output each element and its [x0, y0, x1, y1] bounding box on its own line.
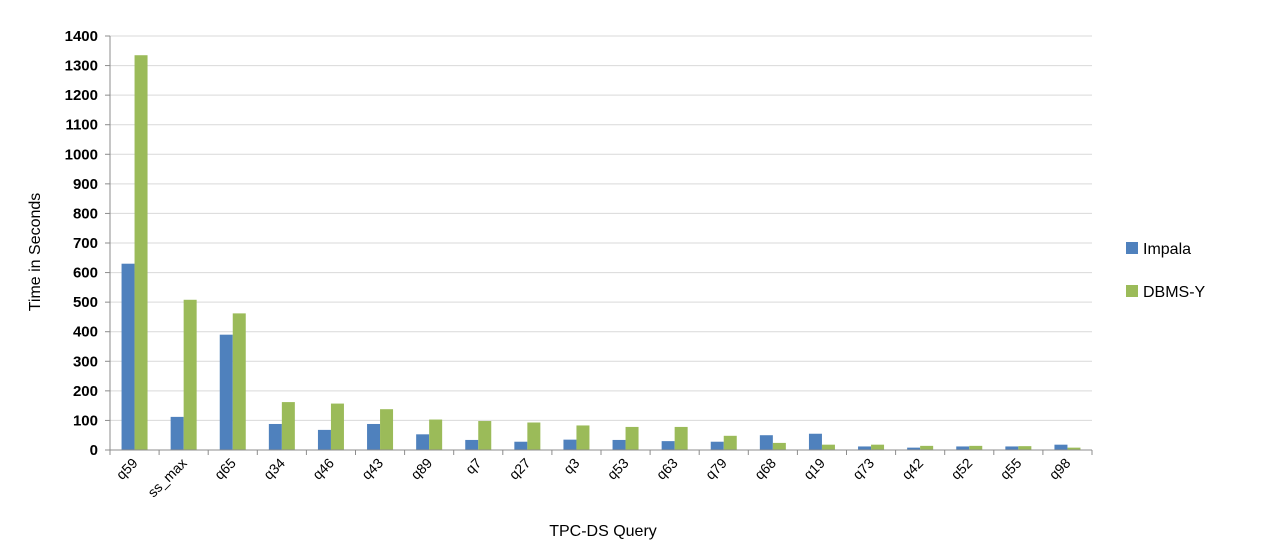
bar-dbms-y-ss-max — [183, 299, 197, 450]
legend-label-dbms-y: DBMS-Y — [1143, 284, 1206, 301]
bar-dbms-y-q46 — [330, 403, 344, 450]
y-tick-label: 0 — [90, 442, 98, 459]
bar-impala-q52 — [956, 446, 970, 450]
x-tick-label: q73 — [849, 455, 877, 483]
y-tick-label: 1300 — [65, 58, 98, 75]
bar-impala-q46 — [317, 429, 331, 450]
y-tick-label: 1000 — [65, 146, 98, 163]
bar-dbms-y-q43 — [380, 409, 394, 450]
gridlines — [110, 35, 1092, 421]
bar-impala-q68 — [759, 435, 773, 450]
x-tick-label: q59 — [113, 455, 141, 483]
y-tick-label: 600 — [73, 265, 98, 282]
bar-impala-q98 — [1054, 444, 1068, 450]
bar-impala-q89 — [416, 434, 430, 450]
bar-impala-q73 — [858, 446, 872, 450]
bar-dbms-y-q63 — [674, 426, 688, 450]
x-tick-label: ss_max — [144, 455, 189, 500]
x-tick-label: q19 — [800, 455, 828, 483]
x-tick-label: q65 — [211, 455, 239, 483]
y-tick-label: 100 — [73, 412, 98, 429]
x-tick-label: q27 — [506, 455, 534, 483]
bar-impala-q34 — [268, 423, 282, 450]
bar-impala-q43 — [367, 423, 381, 450]
bar-impala-q59 — [121, 263, 135, 450]
legend-label-impala: Impala — [1143, 241, 1191, 258]
bar-impala-q55 — [1005, 446, 1019, 450]
y-tick-label: 700 — [73, 235, 98, 252]
y-tick-label: 1100 — [65, 117, 98, 134]
x-tick-label: q89 — [407, 455, 435, 483]
y-tick-label: 400 — [73, 324, 98, 341]
bar-impala-q65 — [219, 334, 233, 450]
bar-dbms-y-q98 — [1067, 447, 1081, 450]
x-tick-label: q43 — [358, 455, 386, 483]
bar-dbms-y-q27 — [527, 422, 541, 450]
bar-dbms-y-q65 — [232, 313, 246, 450]
y-tick-label: 1200 — [65, 87, 98, 104]
x-tick-label: q68 — [751, 455, 779, 483]
bar-impala-q3 — [563, 439, 577, 450]
x-tick-label: q46 — [309, 455, 337, 483]
x-tick-label: q63 — [653, 455, 681, 483]
y-axis-title: Time in Seconds — [27, 193, 44, 312]
bar-impala-q79 — [710, 441, 724, 450]
bar-dbms-y-q89 — [429, 419, 443, 450]
bar-dbms-y-q55 — [1018, 446, 1032, 450]
x-tick-label: q7 — [462, 455, 484, 477]
bar-impala-q53 — [612, 439, 626, 450]
x-tick-label: q34 — [260, 455, 288, 483]
bar-impala-q63 — [661, 441, 675, 450]
bar-dbms-y-q53 — [625, 426, 639, 450]
x-tick-label: q3 — [560, 455, 582, 477]
x-tick-label: q98 — [1046, 455, 1074, 483]
y-tick-label: 200 — [73, 383, 98, 400]
bar-dbms-y-q52 — [969, 445, 983, 450]
legend-swatch-dbms-y — [1126, 285, 1138, 297]
bar-dbms-y-q68 — [772, 442, 786, 450]
bar-dbms-y-q42 — [920, 445, 934, 450]
y-tick-label: 900 — [73, 176, 98, 193]
y-tick-label: 300 — [73, 353, 98, 370]
bar-dbms-y-q7 — [478, 421, 492, 450]
bar-dbms-y-q59 — [134, 55, 148, 450]
x-tick-label: q42 — [898, 455, 926, 483]
bar-dbms-y-q79 — [723, 435, 737, 450]
bar-dbms-y-q34 — [281, 402, 295, 450]
x-tick-label: q53 — [604, 455, 632, 483]
bar-dbms-y-q19 — [821, 444, 835, 450]
x-tick-labels: q59 ss_max q65 q34 q46 q43 q89 q7 q27 q3 q53 q63 q79… — [113, 455, 1074, 501]
bar-dbms-y-q3 — [576, 425, 590, 450]
y-tick-label: 1400 — [65, 28, 98, 45]
x-tick-label: q55 — [997, 455, 1025, 483]
legend: Impala DBMS-Y — [1126, 241, 1206, 301]
bar-impala-q7 — [465, 439, 479, 450]
x-axis-title: TPC-DS Query — [549, 523, 657, 540]
x-tick-label: q52 — [948, 455, 976, 483]
axes — [105, 35, 1093, 455]
bar-impala-ss-max — [170, 416, 184, 450]
bars — [121, 55, 1081, 450]
x-tick-label: q79 — [702, 455, 730, 483]
legend-swatch-impala — [1126, 242, 1138, 254]
y-tick-label: 800 — [73, 205, 98, 222]
y-tick-labels: 0 100 200 300 400 500 600 700 800 900 1000 1100 1200… — [65, 28, 98, 459]
bar-impala-q19 — [808, 433, 822, 450]
bar-dbms-y-q73 — [871, 444, 885, 450]
bar-impala-q42 — [907, 447, 921, 450]
y-tick-label: 500 — [73, 294, 98, 311]
bar-impala-q27 — [514, 441, 528, 450]
